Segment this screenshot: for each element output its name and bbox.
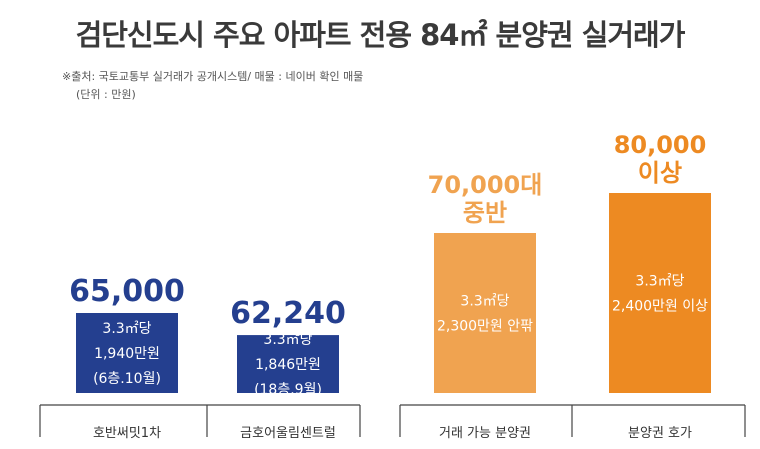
bar-inner-label: (6층.10월) [93,371,161,387]
bar-3 [434,233,536,393]
bar-inner-label: 3.3㎡당 [263,332,312,348]
category-label: 거래 가능 분양권 [439,426,531,441]
bar-2 [237,335,339,393]
bar-inner-label: 1,846만원 [255,357,321,373]
category-label: 호반써밋1차 [93,426,161,441]
bar-4 [609,193,711,393]
bar-1 [76,313,178,393]
bar-inner-label: 2,300만원 안팎 [437,319,533,335]
bar-inner-label: (18층.9월) [254,382,322,398]
source-note: ※출처: 국토교통부 실거래가 공개시스템/ 매물 : 네이버 확인 매물 [62,70,364,83]
value-label: 80,000 [614,131,707,159]
bar-inner-label: 2,400만원 이상 [612,299,708,315]
category-label: 금호어울림센트럴 [240,426,336,441]
bar-inner-label: 1,940만원 [94,346,160,362]
chart-title: 검단신도시 주요 아파트 전용 84㎡ 분양권 실거래가 [75,18,686,52]
value-label: 이상 [638,159,682,187]
value-label: 중반 [463,199,507,227]
bar-inner-label: 3.3㎡당 [635,274,684,290]
bar-inner-label: 3.3㎡당 [102,321,151,337]
value-label: 62,240 [230,296,346,331]
value-label: 65,000 [69,274,185,309]
value-label: 70,000대 [428,171,543,199]
unit-note: (단위 : 만원) [76,88,136,101]
bar-inner-label: 3.3㎡당 [460,294,509,310]
category-label: 분양권 호가 [628,426,692,441]
